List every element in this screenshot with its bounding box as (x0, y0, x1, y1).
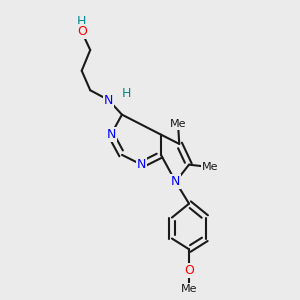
Text: Me: Me (181, 284, 197, 294)
Text: Me: Me (202, 162, 218, 172)
Text: N: N (106, 128, 116, 141)
Text: H: H (122, 87, 131, 101)
Text: N: N (171, 175, 180, 188)
Text: Me: Me (170, 119, 186, 129)
Text: N: N (104, 94, 113, 106)
Text: O: O (184, 264, 194, 277)
Text: N: N (137, 158, 146, 171)
Text: O: O (77, 25, 87, 38)
Text: H: H (77, 16, 86, 28)
